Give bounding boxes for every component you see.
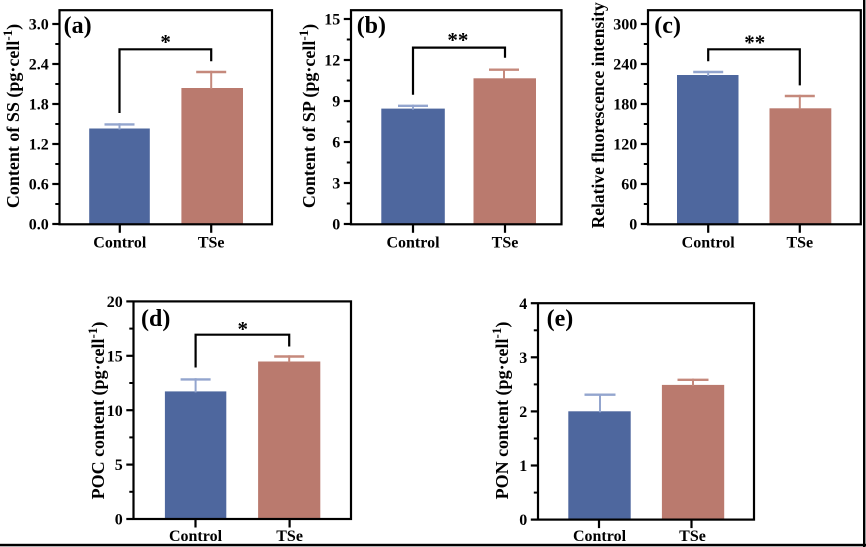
svg-text:POC content (pg·cell-1): POC content (pg·cell-1) [85,322,109,500]
svg-text:Control: Control [169,528,223,545]
svg-text:15: 15 [107,348,123,365]
svg-text:(b): (b) [357,13,386,39]
svg-text:*: * [160,30,171,54]
svg-text:300: 300 [613,17,637,34]
svg-text:Relative fluorescence intensit: Relative fluorescence intensity [588,2,608,228]
svg-text:4: 4 [519,296,527,313]
svg-text:0.0: 0.0 [29,217,49,234]
svg-text:1.8: 1.8 [29,97,49,114]
svg-text:(e): (e) [547,306,574,332]
svg-text:120: 120 [613,137,637,154]
svg-text:3: 3 [519,350,527,367]
svg-text:Content of SP (pg·cell-1): Content of SP (pg·cell-1) [296,24,320,208]
svg-text:2: 2 [519,404,527,421]
svg-text:9: 9 [332,94,340,111]
svg-text:2.4: 2.4 [29,57,49,74]
svg-text:20: 20 [107,294,123,311]
svg-text:TSe: TSe [276,528,303,545]
svg-text:10: 10 [107,403,123,420]
svg-text:Control: Control [573,528,627,545]
svg-text:Control: Control [682,235,736,252]
svg-text:**: ** [744,30,765,54]
svg-text:0.6: 0.6 [29,177,49,194]
svg-text:5: 5 [115,457,123,474]
svg-text:TSe: TSe [492,235,519,252]
svg-text:0: 0 [629,217,637,234]
svg-text:TSe: TSe [786,235,813,252]
svg-text:12: 12 [324,53,340,70]
svg-text:0: 0 [519,512,527,529]
svg-text:1: 1 [519,458,527,475]
svg-text:Control: Control [386,235,440,252]
svg-text:0: 0 [332,217,340,234]
svg-text:TSe: TSe [198,235,225,252]
svg-text:Content of SS (pg·cell-1): Content of SS (pg·cell-1) [0,24,24,208]
svg-text:180: 180 [613,97,637,114]
svg-text:**: ** [447,28,468,52]
svg-text:60: 60 [621,177,637,194]
svg-text:0: 0 [115,512,123,529]
svg-text:Control: Control [93,235,147,252]
svg-text:6: 6 [332,135,340,152]
svg-text:1.2: 1.2 [29,137,49,154]
svg-text:(a): (a) [64,13,92,39]
svg-text:*: * [238,317,249,341]
svg-text:PON content (pg·cell-1): PON content (pg·cell-1) [489,322,513,500]
svg-text:3: 3 [332,176,340,193]
svg-text:TSe: TSe [679,528,706,545]
svg-text:240: 240 [613,57,637,74]
svg-text:3.0: 3.0 [29,17,49,34]
svg-text:(c): (c) [654,13,681,39]
svg-text:(d): (d) [141,306,170,332]
svg-text:15: 15 [324,12,340,29]
